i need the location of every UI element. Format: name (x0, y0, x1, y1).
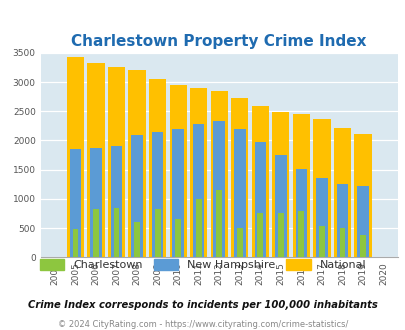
Bar (236, 228, 242, 257)
Bar (318, 226, 324, 257)
Bar (70, 149, 81, 257)
Bar (111, 146, 122, 257)
Bar (190, 88, 207, 257)
Bar (233, 129, 245, 257)
Legend: Charlestown, New Hampshire, National: Charlestown, New Hampshire, National (36, 255, 369, 273)
Bar (313, 119, 330, 257)
Bar (169, 85, 186, 257)
Bar (333, 128, 350, 257)
Bar (271, 112, 289, 257)
Bar (131, 135, 143, 257)
Bar (336, 184, 347, 257)
Title: Charlestown Property Crime Index: Charlestown Property Crime Index (71, 34, 366, 49)
Bar (151, 132, 163, 257)
Bar (254, 142, 265, 257)
Bar (67, 57, 84, 257)
Bar (339, 228, 345, 257)
Bar (87, 63, 104, 257)
Bar (359, 235, 365, 257)
Bar (354, 134, 371, 257)
Bar (277, 213, 283, 257)
Bar (292, 114, 309, 257)
Bar (134, 222, 140, 257)
Bar (195, 199, 201, 257)
Bar (93, 209, 99, 257)
Bar (192, 123, 204, 257)
Text: © 2024 CityRating.com - https://www.cityrating.com/crime-statistics/: © 2024 CityRating.com - https://www.city… (58, 319, 347, 329)
Bar (108, 67, 125, 257)
Bar (154, 209, 160, 257)
Bar (315, 178, 327, 257)
Bar (210, 91, 227, 257)
Bar (216, 190, 222, 257)
Bar (213, 120, 224, 257)
Bar (149, 79, 166, 257)
Bar (175, 219, 181, 257)
Bar (295, 169, 306, 257)
Bar (298, 211, 303, 257)
Bar (257, 213, 262, 257)
Bar (251, 106, 268, 257)
Text: Crime Index corresponds to incidents per 100,000 inhabitants: Crime Index corresponds to incidents per… (28, 300, 377, 310)
Bar (113, 208, 119, 257)
Bar (275, 154, 286, 257)
Bar (72, 229, 78, 257)
Bar (128, 70, 145, 257)
Bar (90, 148, 102, 257)
Bar (230, 98, 248, 257)
Bar (172, 129, 183, 257)
Bar (356, 186, 368, 257)
